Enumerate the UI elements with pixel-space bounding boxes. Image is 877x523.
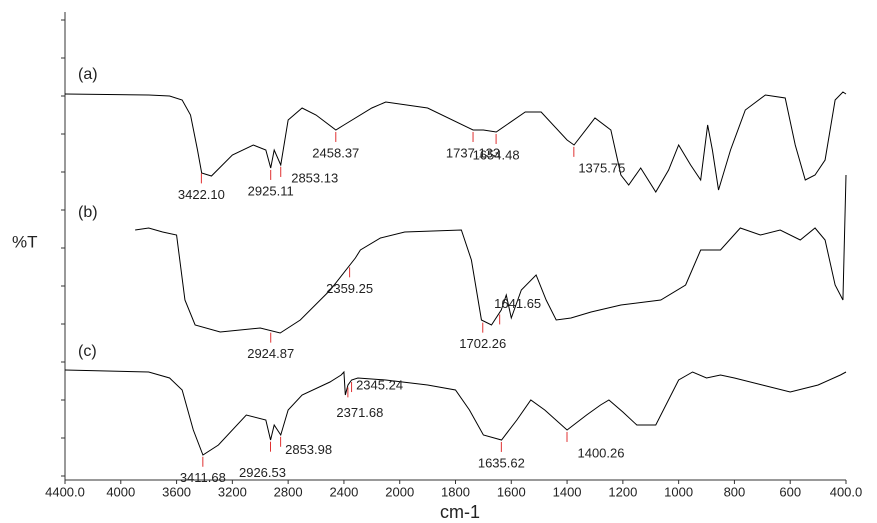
x-axis-label: cm-1 [440, 502, 480, 522]
x-tick-label: 3600 [162, 484, 191, 499]
spectrum-line [135, 174, 847, 334]
peak-label: 1375.75 [578, 160, 625, 175]
spectrum-line [64, 91, 847, 193]
x-tick-label: 1000 [664, 484, 693, 499]
peak-label: 3422.10 [178, 187, 225, 202]
spectrum-line [64, 369, 847, 456]
peak-label: 1654.48 [473, 147, 520, 162]
peak-label: 1641.65 [494, 296, 541, 311]
series-label: (a) [78, 66, 98, 83]
x-tick-label: 4000 [106, 484, 135, 499]
peak-label: 2458.37 [312, 145, 359, 160]
x-tick-label: 600 [779, 484, 801, 499]
peak-label: 2359.25 [326, 281, 373, 296]
peak-label: 1400.26 [577, 445, 624, 460]
peak-label: 2924.87 [247, 346, 294, 361]
peak-label: 1737.133 [446, 145, 500, 160]
x-tick-label: 3200 [218, 484, 247, 499]
peak-label: 1702.26 [459, 336, 506, 351]
x-tick-label: 1200 [608, 484, 637, 499]
peak-label: 2345.24 [356, 377, 403, 392]
peak-label: 2853.13 [291, 170, 338, 185]
series-label: (c) [78, 343, 97, 360]
y-axis-label: %T [12, 232, 38, 251]
x-tick-label: 1400 [553, 484, 582, 499]
x-tick-label: 400.0 [830, 484, 863, 499]
peak-label: 2926.53 [239, 465, 286, 480]
x-tick-label: 4400.0 [45, 484, 85, 499]
peak-label: 2371.68 [336, 405, 383, 420]
peak-label: 2853.98 [285, 442, 332, 457]
x-tick-label: 2800 [274, 484, 303, 499]
x-tick-label: 2000 [385, 484, 414, 499]
x-tick-label: 800 [724, 484, 746, 499]
x-tick-label: 1600 [497, 484, 526, 499]
series-label: (b) [78, 204, 98, 221]
peak-label: 3411.68 [180, 470, 226, 485]
peak-label: 1635.62 [478, 455, 525, 470]
peak-label: 2925.11 [248, 183, 294, 198]
x-tick-label: 1800 [441, 484, 470, 499]
x-tick-label: 2400 [329, 484, 358, 499]
